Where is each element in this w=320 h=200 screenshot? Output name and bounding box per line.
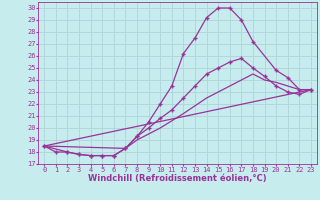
X-axis label: Windchill (Refroidissement éolien,°C): Windchill (Refroidissement éolien,°C) xyxy=(88,174,267,183)
